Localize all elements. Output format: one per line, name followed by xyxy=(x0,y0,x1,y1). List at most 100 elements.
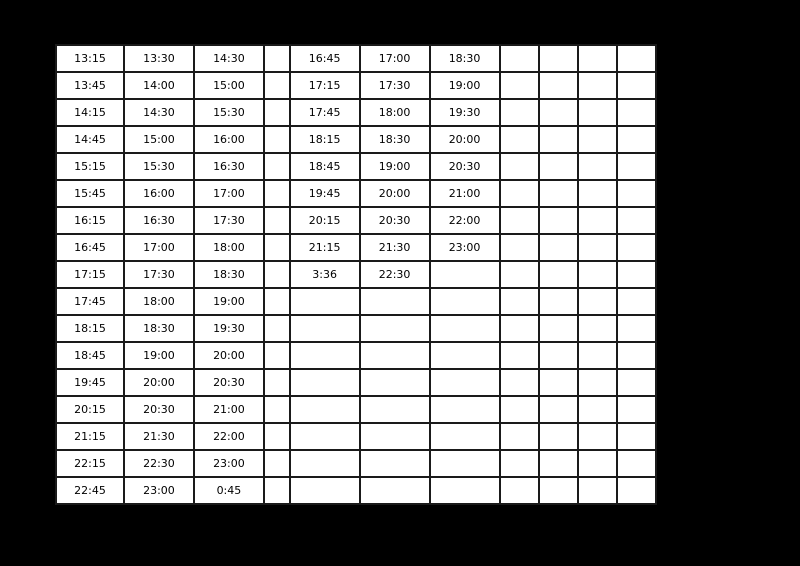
table-cell-empty[interactable] xyxy=(578,316,618,343)
table-cell-time[interactable]: 19:30 xyxy=(194,316,265,343)
table-cell-empty[interactable] xyxy=(430,316,501,343)
table-cell-empty[interactable] xyxy=(617,370,657,397)
table-cell-empty[interactable] xyxy=(617,235,657,262)
table-cell-empty[interactable] xyxy=(617,262,657,289)
table-cell-empty[interactable] xyxy=(290,424,361,451)
table-cell-separator[interactable] xyxy=(264,127,291,154)
table-cell-empty[interactable] xyxy=(539,154,579,181)
table-cell-time[interactable]: 19:30 xyxy=(430,100,501,127)
table-cell-separator[interactable] xyxy=(264,370,291,397)
table-cell-empty[interactable] xyxy=(539,44,579,73)
table-cell-empty[interactable] xyxy=(617,100,657,127)
table-cell-empty[interactable] xyxy=(617,208,657,235)
table-cell-time[interactable]: 14:00 xyxy=(124,73,195,100)
table-cell-empty[interactable] xyxy=(617,397,657,424)
table-cell-empty[interactable] xyxy=(617,289,657,316)
table-cell-time[interactable]: 17:30 xyxy=(124,262,195,289)
table-cell-time[interactable]: 17:15 xyxy=(55,262,125,289)
table-cell-empty[interactable] xyxy=(539,424,579,451)
table-cell-empty[interactable] xyxy=(578,424,618,451)
table-cell-time[interactable]: 21:00 xyxy=(430,181,501,208)
table-cell-empty[interactable] xyxy=(539,208,579,235)
table-cell-time[interactable]: 23:00 xyxy=(124,478,195,505)
table-cell-empty[interactable] xyxy=(500,100,540,127)
table-cell-empty[interactable] xyxy=(539,235,579,262)
table-cell-empty[interactable] xyxy=(430,370,501,397)
table-cell-empty[interactable] xyxy=(539,127,579,154)
table-cell-time[interactable]: 21:30 xyxy=(360,235,431,262)
table-cell-empty[interactable] xyxy=(290,397,361,424)
table-cell-empty[interactable] xyxy=(500,370,540,397)
table-cell-empty[interactable] xyxy=(500,208,540,235)
table-cell-time[interactable]: 15:00 xyxy=(124,127,195,154)
table-cell-separator[interactable] xyxy=(264,154,291,181)
table-cell-empty[interactable] xyxy=(500,397,540,424)
table-cell-time[interactable]: 19:00 xyxy=(430,73,501,100)
table-cell-empty[interactable] xyxy=(578,73,618,100)
table-cell-empty[interactable] xyxy=(290,343,361,370)
table-cell-time[interactable]: 18:45 xyxy=(290,154,361,181)
table-cell-empty[interactable] xyxy=(430,424,501,451)
table-cell-time[interactable]: 18:45 xyxy=(55,343,125,370)
table-cell-time[interactable]: 23:00 xyxy=(194,451,265,478)
table-cell-time[interactable]: 22:00 xyxy=(430,208,501,235)
table-cell-time[interactable]: 18:00 xyxy=(124,289,195,316)
table-cell-time[interactable]: 22:15 xyxy=(55,451,125,478)
table-cell-empty[interactable] xyxy=(617,316,657,343)
table-cell-time[interactable]: 15:45 xyxy=(55,181,125,208)
table-cell-time[interactable]: 21:15 xyxy=(290,235,361,262)
table-cell-time[interactable]: 20:30 xyxy=(124,397,195,424)
table-cell-separator[interactable] xyxy=(264,208,291,235)
table-cell-empty[interactable] xyxy=(539,316,579,343)
table-cell-separator[interactable] xyxy=(264,262,291,289)
table-cell-time[interactable]: 18:00 xyxy=(360,100,431,127)
table-cell-empty[interactable] xyxy=(500,73,540,100)
table-cell-time[interactable]: 20:30 xyxy=(194,370,265,397)
table-cell-empty[interactable] xyxy=(500,235,540,262)
table-cell-time[interactable]: 15:00 xyxy=(194,73,265,100)
table-cell-empty[interactable] xyxy=(578,100,618,127)
table-cell-time[interactable]: 13:30 xyxy=(124,44,195,73)
table-cell-separator[interactable] xyxy=(264,397,291,424)
table-cell-time[interactable]: 17:00 xyxy=(194,181,265,208)
table-cell-separator[interactable] xyxy=(264,44,291,73)
table-cell-time[interactable]: 18:15 xyxy=(290,127,361,154)
table-cell-empty[interactable] xyxy=(617,478,657,505)
table-cell-time[interactable]: 16:45 xyxy=(55,235,125,262)
table-cell-time[interactable]: 17:00 xyxy=(360,44,431,73)
table-cell-time[interactable]: 20:15 xyxy=(55,397,125,424)
table-cell-empty[interactable] xyxy=(617,44,657,73)
table-cell-empty[interactable] xyxy=(500,154,540,181)
table-cell-empty[interactable] xyxy=(500,262,540,289)
table-cell-empty[interactable] xyxy=(578,44,618,73)
table-cell-separator[interactable] xyxy=(264,235,291,262)
table-cell-time[interactable]: 18:00 xyxy=(194,235,265,262)
table-cell-time[interactable]: 16:30 xyxy=(194,154,265,181)
table-cell-empty[interactable] xyxy=(500,478,540,505)
table-cell-separator[interactable] xyxy=(264,343,291,370)
table-cell-separator[interactable] xyxy=(264,289,291,316)
table-cell-time[interactable]: 17:45 xyxy=(290,100,361,127)
table-cell-time[interactable]: 13:15 xyxy=(55,44,125,73)
table-cell-time[interactable]: 21:30 xyxy=(124,424,195,451)
table-cell-time[interactable]: 22:30 xyxy=(124,451,195,478)
table-cell-empty[interactable] xyxy=(500,316,540,343)
table-cell-empty[interactable] xyxy=(578,235,618,262)
table-cell-time[interactable]: 17:00 xyxy=(124,235,195,262)
table-cell-empty[interactable] xyxy=(360,478,431,505)
table-cell-empty[interactable] xyxy=(500,289,540,316)
table-cell-time[interactable]: 22:45 xyxy=(55,478,125,505)
table-cell-empty[interactable] xyxy=(539,370,579,397)
table-cell-empty[interactable] xyxy=(500,424,540,451)
table-cell-time[interactable]: 20:15 xyxy=(290,208,361,235)
table-cell-time[interactable]: 20:00 xyxy=(194,343,265,370)
table-cell-separator[interactable] xyxy=(264,424,291,451)
table-cell-time[interactable]: 16:15 xyxy=(55,208,125,235)
table-cell-time[interactable]: 0:45 xyxy=(194,478,265,505)
table-cell-time[interactable]: 16:00 xyxy=(194,127,265,154)
table-cell-empty[interactable] xyxy=(360,316,431,343)
table-cell-time[interactable]: 21:00 xyxy=(194,397,265,424)
table-cell-time[interactable]: 20:00 xyxy=(124,370,195,397)
table-cell-time[interactable]: 17:15 xyxy=(290,73,361,100)
table-cell-empty[interactable] xyxy=(430,289,501,316)
